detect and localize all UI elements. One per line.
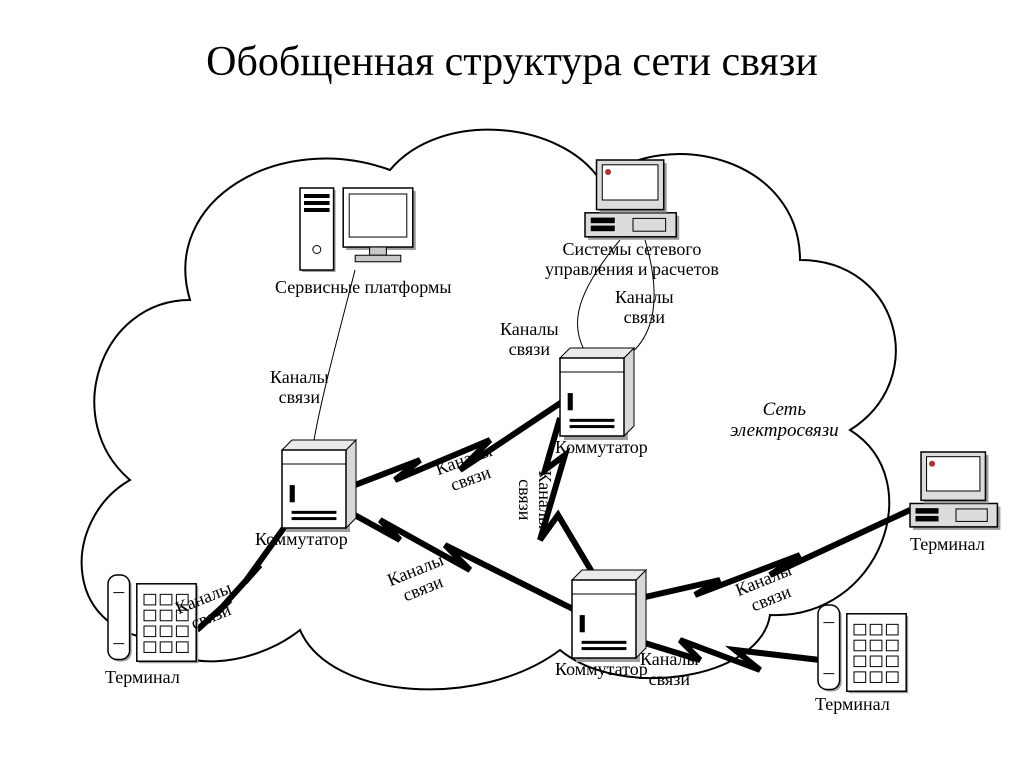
label-switch3_lbl: Коммутатор	[555, 660, 648, 680]
label-net_mgmt: Системы сетевого управления и расчетов	[545, 240, 719, 280]
diagram-stage: Обобщенная структура сети связи Сервисны…	[0, 0, 1024, 768]
label-channels2: Каналы связи	[500, 320, 559, 360]
label-switch2_lbl: Коммутатор	[555, 438, 648, 458]
switch-icon	[282, 440, 356, 532]
label-terminal2_lbl: Терминал	[815, 695, 890, 715]
label-channels1: Каналы связи	[270, 368, 329, 408]
label-service_platforms: Сервисные платформы	[275, 278, 451, 298]
label-switch1_lbl: Коммутатор	[255, 530, 348, 550]
computer-desktop-icon	[910, 452, 1000, 530]
label-channels5: Каналы связи	[515, 470, 555, 529]
switch-icon	[560, 348, 634, 440]
label-channels3: Каналы связи	[615, 288, 674, 328]
diagram-svg	[0, 0, 1024, 768]
computer-tower-icon	[300, 188, 416, 272]
label-net_telecom: Сеть электросвязи	[730, 400, 839, 442]
switch-icon	[572, 570, 646, 662]
label-terminal3_lbl: Терминал	[910, 535, 985, 555]
computer-desktop-icon	[585, 160, 679, 240]
label-channels8: Каналы связи	[640, 650, 699, 690]
phone-terminal-icon	[818, 605, 908, 693]
label-terminal1_lbl: Терминал	[105, 668, 180, 688]
